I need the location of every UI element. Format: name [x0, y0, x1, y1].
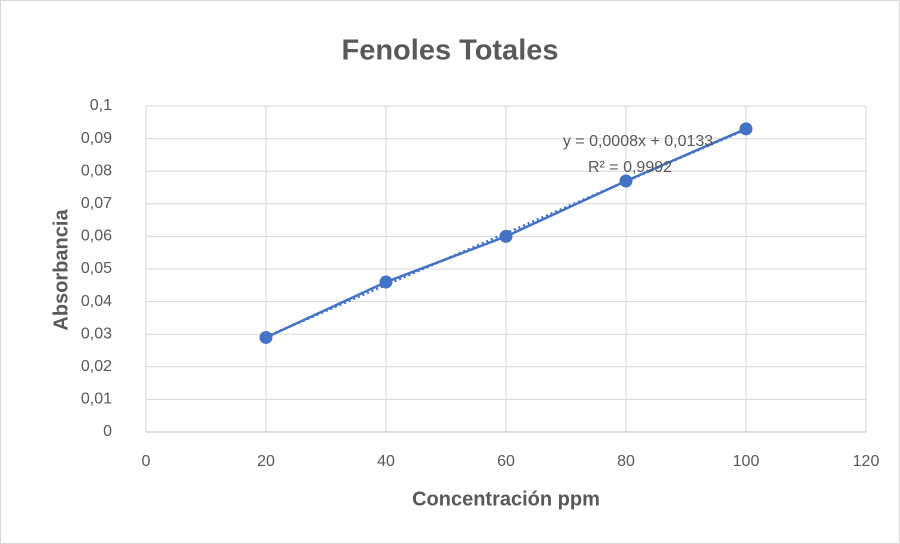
- y-tick-label: 0,1: [90, 97, 112, 114]
- chart-title: Fenoles Totales: [341, 35, 558, 67]
- x-tick-label: 20: [257, 453, 275, 470]
- y-tick-label: 0,02: [81, 358, 112, 375]
- x-tick-label: 120: [853, 453, 880, 470]
- y-tick-label: 0,05: [81, 260, 112, 277]
- x-tick-label: 100: [733, 453, 760, 470]
- x-tick-label: 60: [497, 453, 515, 470]
- y-tick-label: 0,01: [81, 391, 112, 408]
- y-tick-label: 0,06: [81, 228, 112, 245]
- data-point: [379, 275, 393, 289]
- trendline-equation: y = 0,0008x + 0,0133: [563, 133, 713, 150]
- y-tick-label: 0,07: [81, 195, 112, 212]
- y-tick-label: 0,03: [81, 325, 112, 342]
- x-axis-title: Concentración ppm: [412, 488, 600, 510]
- y-tick-label: 0,09: [81, 130, 112, 147]
- x-tick-label: 0: [142, 453, 151, 470]
- y-axis-title: Absorbancia: [50, 209, 72, 331]
- data-point: [739, 122, 753, 136]
- x-tick-label: 80: [617, 453, 635, 470]
- y-tick-label: 0,04: [81, 293, 112, 310]
- trendline-equation: R² = 0,9992: [588, 159, 672, 176]
- data-point: [499, 229, 513, 243]
- y-tick-label: 0: [103, 423, 112, 440]
- x-tick-label: 40: [377, 453, 395, 470]
- data-point: [259, 330, 273, 344]
- data-point: [619, 174, 633, 188]
- y-tick-label: 0,08: [81, 162, 112, 179]
